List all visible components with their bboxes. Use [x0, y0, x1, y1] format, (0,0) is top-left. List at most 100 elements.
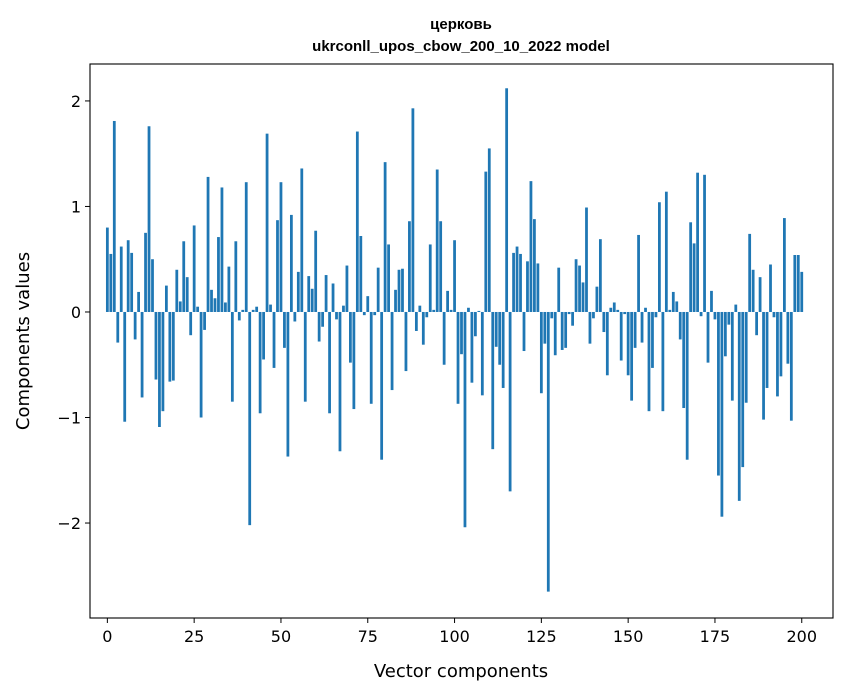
bar — [362, 311, 366, 316]
bar — [699, 311, 703, 317]
bar — [265, 133, 269, 312]
bar — [526, 261, 529, 312]
bar — [581, 282, 585, 312]
bar — [140, 311, 144, 398]
bar — [675, 301, 679, 312]
bar — [178, 301, 182, 312]
bar — [553, 311, 557, 356]
bar — [692, 243, 696, 312]
bar — [467, 307, 470, 312]
bar — [196, 306, 200, 312]
bar — [498, 311, 502, 365]
bar — [560, 311, 564, 350]
bar — [224, 302, 227, 312]
bar — [185, 277, 189, 312]
bar — [501, 311, 505, 388]
bar — [401, 268, 404, 312]
bar — [234, 241, 238, 312]
bar — [425, 311, 429, 318]
bar — [387, 244, 390, 312]
bar — [585, 207, 588, 312]
bar — [446, 290, 449, 312]
bar — [220, 187, 224, 312]
bar — [119, 246, 123, 312]
bar — [487, 148, 491, 312]
bar — [418, 305, 422, 312]
bar — [217, 237, 220, 312]
bar — [345, 265, 349, 312]
bar — [717, 311, 720, 476]
bar — [727, 311, 731, 325]
x-tick-label: 200 — [786, 627, 817, 646]
bar — [637, 234, 640, 312]
y-tick-label: 1 — [71, 197, 81, 216]
bar — [789, 311, 793, 421]
y-tick-label: −2 — [57, 514, 81, 533]
bar — [630, 311, 634, 401]
bar — [171, 311, 175, 381]
bar — [303, 311, 307, 402]
bar — [130, 252, 134, 312]
bar — [109, 253, 113, 312]
bar — [227, 266, 231, 312]
bar — [237, 311, 241, 321]
bar — [453, 240, 456, 312]
bar — [449, 309, 453, 312]
bar — [477, 310, 481, 312]
bar — [713, 311, 717, 320]
bar — [689, 222, 693, 312]
bar — [105, 227, 109, 312]
bar — [296, 271, 300, 312]
bar — [710, 290, 713, 312]
bar — [654, 311, 658, 318]
bar — [338, 311, 342, 452]
bar — [203, 311, 206, 330]
bar — [126, 240, 130, 312]
bar — [463, 311, 467, 528]
bar — [536, 263, 540, 312]
bar — [307, 276, 311, 312]
x-tick-label: 100 — [439, 627, 470, 646]
bar — [342, 305, 345, 312]
bar — [640, 311, 644, 343]
bar — [515, 246, 519, 312]
bar — [133, 311, 137, 340]
bar — [616, 309, 620, 312]
x-tick-label: 0 — [102, 627, 112, 646]
bar — [435, 169, 439, 312]
bar — [484, 171, 488, 312]
bar — [335, 311, 338, 320]
bar — [161, 311, 165, 412]
bar — [595, 286, 599, 312]
bar — [723, 311, 727, 357]
plot-frame — [89, 63, 834, 619]
y-tick-label: 0 — [71, 303, 81, 322]
bar — [251, 309, 255, 312]
bar — [519, 253, 522, 312]
bar — [557, 267, 561, 312]
bar — [505, 88, 509, 312]
bar — [428, 244, 432, 312]
bar — [286, 311, 290, 457]
x-tick-label: 175 — [700, 627, 731, 646]
bar — [421, 311, 425, 345]
bar — [164, 285, 168, 312]
bar — [300, 168, 304, 312]
bar — [404, 311, 408, 372]
bar — [279, 182, 283, 312]
bar — [508, 311, 512, 492]
bar — [474, 311, 477, 337]
bar — [664, 191, 668, 312]
bar — [661, 311, 665, 412]
bar — [793, 255, 797, 312]
bar — [588, 311, 592, 344]
bar — [210, 289, 213, 312]
bar — [369, 311, 373, 404]
x-tick-label: 125 — [526, 627, 557, 646]
bar — [314, 230, 318, 312]
bar — [192, 225, 196, 312]
bar — [730, 311, 734, 401]
bar — [737, 311, 741, 501]
